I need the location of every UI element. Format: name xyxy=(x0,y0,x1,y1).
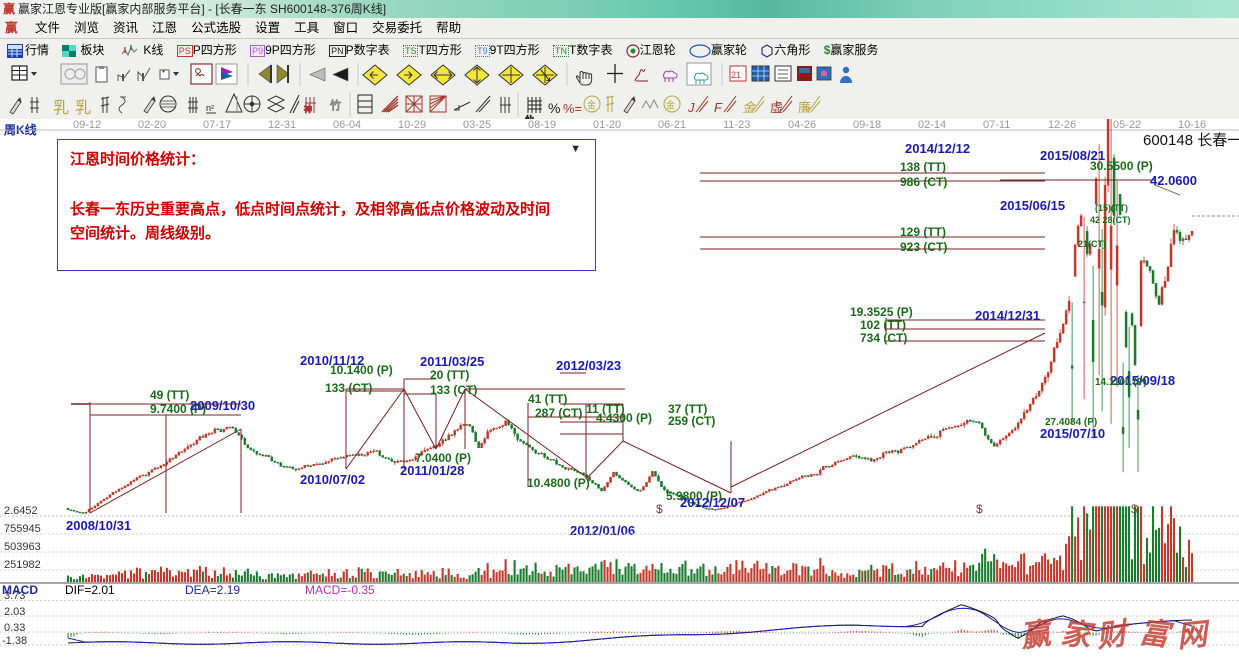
svg-text:2012/12/07: 2012/12/07 xyxy=(680,495,745,510)
svg-text:19.3525 (P): 19.3525 (P) xyxy=(850,305,913,319)
svg-text:乳: 乳 xyxy=(53,99,69,117)
svg-text:49 (TT): 49 (TT) xyxy=(150,388,189,402)
svg-text:$: $ xyxy=(656,502,663,516)
svg-text:财: 财 xyxy=(1094,617,1134,654)
svg-text:n²: n² xyxy=(206,103,214,113)
svg-text:11-23: 11-23 xyxy=(723,119,750,131)
svg-text:2012/03/23: 2012/03/23 xyxy=(556,358,621,373)
svg-text:F: F xyxy=(714,100,723,115)
svg-text:06-21: 06-21 xyxy=(658,119,686,131)
svg-text:3.73: 3.73 xyxy=(4,590,25,602)
svg-text:DIF=2.01: DIF=2.01 xyxy=(65,583,115,597)
svg-text:%=: %= xyxy=(563,101,582,116)
svg-text:06-04: 06-04 xyxy=(333,119,361,131)
svg-text:20 (TT): 20 (TT) xyxy=(430,368,469,382)
svg-text:(15)(TT): (15)(TT) xyxy=(1095,203,1128,213)
svg-text:12-26: 12-26 xyxy=(1048,119,1076,131)
svg-text:0.33: 0.33 xyxy=(4,622,25,634)
svg-text:2011/01/28: 2011/01/28 xyxy=(400,463,464,478)
svg-text:41 (TT): 41 (TT) xyxy=(528,392,567,406)
svg-text:乳: 乳 xyxy=(75,99,91,117)
svg-text:廉: 廉 xyxy=(798,100,811,115)
svg-text:251982: 251982 xyxy=(4,559,41,571)
svg-text:$: $ xyxy=(976,502,983,516)
svg-text:503963: 503963 xyxy=(4,541,41,553)
svg-text:2011/03/25: 2011/03/25 xyxy=(420,354,484,369)
svg-text:02-14: 02-14 xyxy=(918,119,946,131)
svg-text:755945: 755945 xyxy=(4,523,41,535)
svg-text:102 (TT): 102 (TT) xyxy=(860,318,906,332)
svg-text:08-19: 08-19 xyxy=(528,119,556,131)
svg-text:金: 金 xyxy=(666,99,675,110)
svg-text:神: 神 xyxy=(304,104,312,114)
svg-text:923 (CT): 923 (CT) xyxy=(900,240,947,254)
svg-text:2010/07/02: 2010/07/02 xyxy=(300,472,365,487)
svg-text:42 28(CT): 42 28(CT) xyxy=(1090,215,1131,225)
svg-text:赢: 赢 xyxy=(1017,615,1058,654)
svg-text:07-17: 07-17 xyxy=(203,119,231,131)
svg-text:600148 长春一东: 600148 长春一东 xyxy=(1143,132,1239,149)
svg-text:04-26: 04-26 xyxy=(788,119,816,131)
svg-text:21: 21 xyxy=(731,70,741,80)
svg-text:09-12: 09-12 xyxy=(73,119,101,131)
svg-text:259 (CT): 259 (CT) xyxy=(668,414,715,428)
svg-text:家: 家 xyxy=(1059,616,1096,653)
svg-text:2.6452: 2.6452 xyxy=(4,505,38,517)
svg-text:金: 金 xyxy=(587,99,596,110)
svg-text:30.5500 (P): 30.5500 (P) xyxy=(1090,159,1153,173)
svg-text:虚: 虚 xyxy=(770,100,783,115)
svg-text:986 (CT): 986 (CT) xyxy=(900,175,947,189)
svg-text:42.0600: 42.0600 xyxy=(1150,173,1197,188)
svg-text:10-29: 10-29 xyxy=(398,119,426,131)
svg-text:133 (CT): 133 (CT) xyxy=(430,383,477,397)
svg-text:138 (TT): 138 (TT) xyxy=(900,160,946,174)
svg-text:21(CT): 21(CT) xyxy=(1078,239,1106,249)
svg-text:2014/12/31: 2014/12/31 xyxy=(975,308,1040,323)
svg-text:03-25: 03-25 xyxy=(463,119,491,131)
svg-text:2012/01/06: 2012/01/06 xyxy=(570,523,635,538)
svg-text:133 (CT): 133 (CT) xyxy=(325,381,372,395)
svg-text:DEA=2.19: DEA=2.19 xyxy=(185,583,240,597)
svg-text:14.1100 (P): 14.1100 (P) xyxy=(1095,377,1147,388)
svg-text:2.03: 2.03 xyxy=(4,606,25,618)
svg-text:2008/10/31: 2008/10/31 xyxy=(66,518,131,533)
svg-text:02-20: 02-20 xyxy=(138,119,166,131)
svg-text:富: 富 xyxy=(1137,615,1175,653)
svg-text:10-16: 10-16 xyxy=(1178,119,1206,131)
svg-text:-1.38: -1.38 xyxy=(2,635,27,647)
svg-text:2015/06/15: 2015/06/15 xyxy=(1000,198,1065,213)
svg-text:网: 网 xyxy=(1175,618,1212,654)
svg-text:2014/12/12: 2014/12/12 xyxy=(905,141,970,156)
svg-text:287 (CT): 287 (CT) xyxy=(535,406,582,420)
svg-text:07-11: 07-11 xyxy=(983,119,1010,131)
svg-text:11 (TT): 11 (TT) xyxy=(586,402,625,416)
svg-text:%: % xyxy=(548,100,560,116)
svg-text:10.4800 (P): 10.4800 (P) xyxy=(527,476,590,490)
svg-text:2010/11/12: 2010/11/12 xyxy=(300,353,364,368)
svg-text:01-20: 01-20 xyxy=(593,119,621,131)
svg-text:MACD=-0.35: MACD=-0.35 xyxy=(305,583,375,597)
svg-text:2015/07/10: 2015/07/10 xyxy=(1040,426,1105,441)
svg-text:J: J xyxy=(687,100,695,115)
svg-text:09-18: 09-18 xyxy=(853,119,881,131)
svg-text:734 (CT): 734 (CT) xyxy=(860,331,907,345)
svg-text:05-22: 05-22 xyxy=(1113,119,1141,131)
svg-text:竹: 竹 xyxy=(330,98,341,112)
svg-text:129 (TT): 129 (TT) xyxy=(900,225,946,239)
svg-text:2009/10/30: 2009/10/30 xyxy=(190,398,255,413)
svg-text:12-31: 12-31 xyxy=(268,119,296,131)
